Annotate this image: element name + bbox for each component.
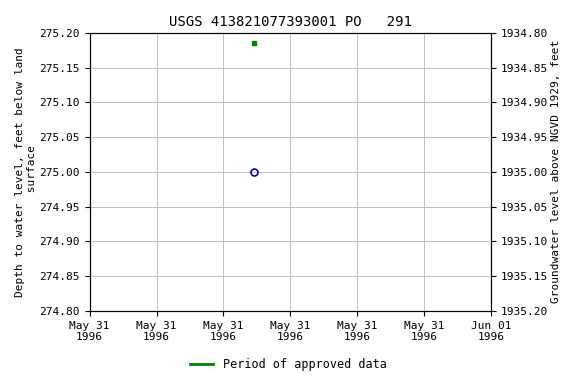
- Y-axis label: Depth to water level, feet below land
 surface: Depth to water level, feet below land su…: [15, 47, 37, 297]
- Y-axis label: Groundwater level above NGVD 1929, feet: Groundwater level above NGVD 1929, feet: [551, 40, 561, 303]
- Legend: Period of approved data: Period of approved data: [185, 354, 391, 376]
- Title: USGS 413821077393001 PO   291: USGS 413821077393001 PO 291: [169, 15, 412, 29]
